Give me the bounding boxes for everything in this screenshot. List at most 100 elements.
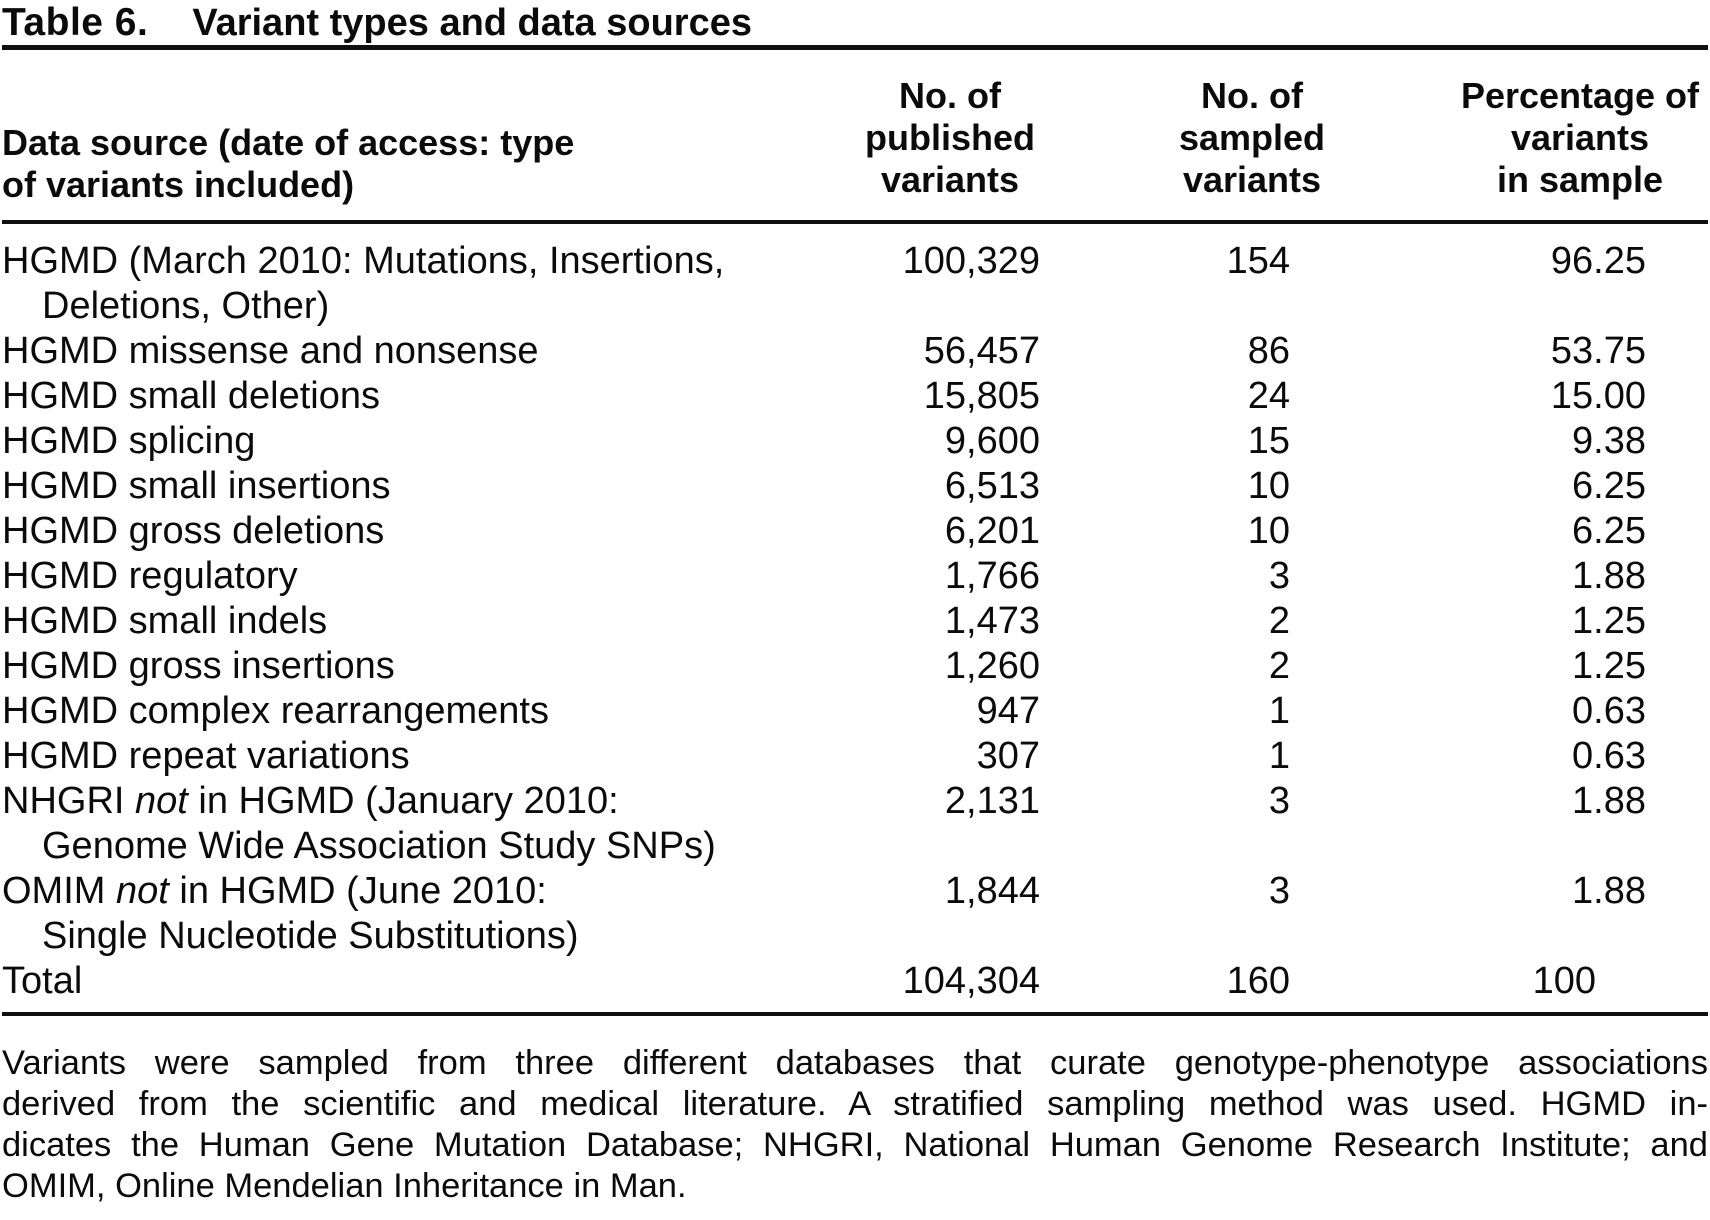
col-header-line: sampled <box>1178 117 1326 158</box>
cell-percentage: 53.75 <box>1550 330 1646 372</box>
cell-published: 6,513 <box>944 465 1040 507</box>
row-label: HGMD gross insertions <box>2 645 395 687</box>
cell-sampled: 2 <box>1268 645 1290 687</box>
cell-published: 1,473 <box>944 600 1040 642</box>
col-header-sampled: No. of sampled variants <box>1062 50 1422 222</box>
row-label-line: NHGRI not in HGMD (January 2010: <box>2 779 802 824</box>
table-row: HGMD gross deletions 6,201 10 6.25 <box>2 509 1708 554</box>
cell-percentage: 9.38 <box>1572 420 1646 462</box>
col-header-line: Percentage of <box>1460 75 1700 116</box>
table-number: Table 6. <box>2 1 149 44</box>
col-header-line: in sample <box>1496 159 1664 200</box>
row-label-line: Deletions, Other) <box>42 285 330 327</box>
caption-line: derived from the scientific and medical … <box>2 1085 1708 1123</box>
row-label-text: OMIM <box>2 870 116 912</box>
cell-sampled: 1 <box>1268 690 1290 732</box>
table-row: HGMD complex rearrangements 947 1 0.63 <box>2 689 1708 734</box>
cell-published: 1,766 <box>944 555 1040 597</box>
table-body: HGMD (March 2010: Mutations, Insertions,… <box>2 222 1708 1014</box>
row-label: HGMD regulatory <box>2 555 298 597</box>
cell-sampled: 154 <box>1226 240 1290 282</box>
cell-sampled: 24 <box>1247 375 1290 417</box>
row-label-italic: not <box>115 870 169 912</box>
row-label-line: Genome Wide Association Study SNPs) <box>42 825 716 867</box>
col-header-published: No. of published variants <box>802 50 1062 222</box>
col-header-line: Data source (date of access: type <box>2 122 575 163</box>
cell-published: 100,329 <box>902 240 1040 282</box>
cell-sampled: 1 <box>1268 735 1290 777</box>
row-label-line: OMIM not in HGMD (June 2010: <box>2 869 802 914</box>
row-label-italic: not <box>135 780 188 822</box>
col-header-percentage: Percentage of variants in sample <box>1422 50 1708 222</box>
col-header-data-source: Data source (date of access: type of var… <box>2 50 802 222</box>
table-row: HGMD missense and nonsense 56,457 86 53.… <box>2 329 1708 374</box>
row-label: HGMD splicing <box>2 420 256 462</box>
row-label-line: HGMD (March 2010: Mutations, Insertions, <box>2 240 725 282</box>
cell-published: 1,844 <box>944 870 1040 912</box>
cell-percentage: 15.00 <box>1550 375 1646 417</box>
row-label-total: Total <box>2 960 83 1002</box>
table-row: HGMD small deletions 15,805 24 15.00 <box>2 374 1708 419</box>
row-label-text: in HGMD (January 2010: <box>187 780 619 822</box>
cell-percentage: 100 <box>1532 960 1596 1002</box>
cell-percentage: 1.25 <box>1572 600 1646 642</box>
cell-percentage: 1.88 <box>1572 780 1646 822</box>
row-label: OMIM not in HGMD (June 2010: Single Nucl… <box>2 869 802 959</box>
cell-published: 2,131 <box>944 780 1040 822</box>
caption-line: dicates the Human Gene Mutation Database… <box>2 1126 1708 1164</box>
cell-published: 9,600 <box>944 420 1040 462</box>
data-table: Data source (date of access: type of var… <box>2 50 1708 1016</box>
col-header-line: variants <box>1182 159 1322 200</box>
row-label-text: in HGMD (June 2010: <box>168 870 547 912</box>
table-row: HGMD splicing 9,600 15 9.38 <box>2 419 1708 464</box>
row-label: HGMD small insertions <box>2 465 391 507</box>
row-label: NHGRI not in HGMD (January 2010: Genome … <box>2 779 802 869</box>
table-row: NHGRI not in HGMD (January 2010: Genome … <box>2 779 1708 869</box>
table-row-total: Total 104,304 160 100 <box>2 959 1708 1014</box>
cell-sampled: 10 <box>1247 465 1290 507</box>
col-header-line: No. of <box>1201 75 1303 116</box>
cell-published: 15,805 <box>923 375 1040 417</box>
table-row: HGMD regulatory 1,766 3 1.88 <box>2 554 1708 599</box>
table-caption: Variants were sampled from three differe… <box>2 1043 1708 1207</box>
row-label: HGMD gross deletions <box>2 510 385 552</box>
cell-published: 104,304 <box>902 960 1040 1002</box>
table-title: Table 6. Variant types and data sources <box>2 0 1708 50</box>
col-header-line: No. of <box>899 75 1001 116</box>
cell-sampled: 160 <box>1226 960 1290 1002</box>
cell-percentage: 1.88 <box>1572 870 1646 912</box>
cell-published: 307 <box>976 735 1040 777</box>
cell-sampled: 15 <box>1247 420 1290 462</box>
cell-published: 56,457 <box>923 330 1040 372</box>
cell-published: 1,260 <box>944 645 1040 687</box>
row-label: HGMD repeat variations <box>2 735 410 777</box>
cell-sampled: 10 <box>1247 510 1290 552</box>
row-label: HGMD small deletions <box>2 375 380 417</box>
row-label: HGMD missense and nonsense <box>2 330 539 372</box>
col-header-line: variants <box>880 159 1020 200</box>
cell-sampled: 2 <box>1268 600 1290 642</box>
row-label: HGMD (March 2010: Mutations, Insertions,… <box>2 222 802 329</box>
cell-sampled: 3 <box>1268 555 1290 597</box>
col-header-line: published <box>865 117 1035 158</box>
row-label: HGMD complex rearrangements <box>2 690 549 732</box>
cell-percentage: 6.25 <box>1572 465 1646 507</box>
table-header: Data source (date of access: type of var… <box>2 50 1708 222</box>
table-row: HGMD small indels 1,473 2 1.25 <box>2 599 1708 644</box>
table-title-text: Variant types and data sources <box>192 2 752 44</box>
cell-percentage: 6.25 <box>1572 510 1646 552</box>
caption-line: Variants were sampled from three differe… <box>2 1044 1708 1082</box>
cell-percentage: 0.63 <box>1572 735 1646 777</box>
col-header-line: of variants included) <box>2 164 355 205</box>
cell-published: 947 <box>976 690 1040 732</box>
cell-percentage: 0.63 <box>1572 690 1646 732</box>
row-label-text: NHGRI <box>2 780 135 822</box>
cell-published: 6,201 <box>944 510 1040 552</box>
col-header-line: variants <box>1510 117 1650 158</box>
row-label: HGMD small indels <box>2 600 328 642</box>
table-row: HGMD repeat variations 307 1 0.63 <box>2 734 1708 779</box>
row-label-line: Single Nucleotide Substitutions) <box>42 915 579 957</box>
cell-sampled: 3 <box>1268 870 1290 912</box>
caption-line: OMIM, Online Mendelian Inheritance in Ma… <box>2 1167 687 1205</box>
